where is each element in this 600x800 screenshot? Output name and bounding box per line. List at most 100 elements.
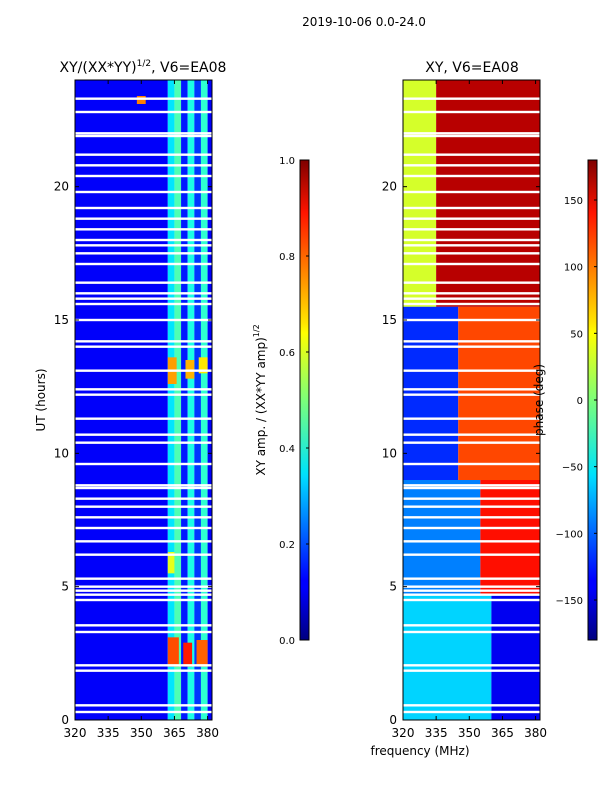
flagged-gap — [75, 132, 212, 135]
flagged-gap — [75, 505, 212, 508]
flagged-gap — [403, 669, 540, 672]
colorbar-tick-label: −50 — [562, 463, 583, 474]
colorbar-tick-label: 0.0 — [279, 636, 295, 647]
flagged-gap — [75, 484, 212, 487]
y-tick-label: 10 — [54, 446, 69, 460]
flagged-gap — [403, 153, 540, 156]
flagged-gap — [403, 486, 540, 490]
flagged-gap — [403, 417, 540, 420]
flagged-gap — [75, 97, 212, 100]
flagged-gap — [403, 132, 540, 135]
x-tick-label: 335 — [425, 726, 448, 740]
xlabel: frequency (MHz) — [370, 744, 469, 758]
amplitude-plot-frame — [74, 79, 213, 721]
flagged-gap — [403, 484, 540, 487]
amp-band — [167, 80, 175, 720]
flagged-gap — [403, 540, 540, 543]
flagged-gap — [403, 433, 540, 436]
flagged-gap — [75, 553, 212, 556]
y-tick-label: 20 — [54, 180, 69, 194]
flagged-gap — [403, 244, 540, 247]
suptitle: 2019-10-06 0.0-24.0 — [302, 15, 426, 29]
flagged-gap — [75, 244, 212, 247]
flagged-gap — [75, 153, 212, 156]
flagged-gap — [403, 252, 540, 255]
flagged-gap — [75, 281, 212, 284]
flagged-gap — [75, 297, 212, 300]
y-tick-label: 5 — [389, 580, 397, 594]
flagged-gap — [75, 134, 212, 138]
amp-hot-spot — [183, 642, 193, 667]
flagged-gap — [75, 624, 212, 627]
flagged-gap — [75, 388, 212, 391]
flagged-gap — [403, 297, 540, 300]
colorbar-tick-label: 150 — [564, 196, 583, 207]
phase-region — [458, 306, 540, 480]
flagged-gap — [403, 217, 540, 220]
amp-band — [75, 80, 168, 720]
flagged-gap — [403, 228, 540, 231]
flagged-gap — [403, 292, 540, 295]
amp-hot-spot — [167, 552, 175, 574]
flagged-gap — [75, 318, 212, 322]
flagged-gap — [403, 585, 540, 588]
flagged-gap — [403, 110, 540, 114]
flagged-gap — [403, 497, 540, 500]
flagged-gap — [403, 281, 540, 284]
flagged-gap — [403, 164, 540, 167]
flagged-gap — [75, 497, 212, 500]
flagged-gap — [75, 540, 212, 543]
colorbar-tick-label: 1.0 — [279, 156, 295, 167]
flagged-gap — [403, 664, 540, 667]
amp-band — [187, 80, 195, 720]
colorbar-tick-label: 0.6 — [279, 348, 295, 359]
amp-band — [207, 80, 212, 720]
flagged-gap — [403, 345, 540, 348]
flagged-gap — [403, 174, 540, 178]
x-tick-label: 365 — [163, 726, 186, 740]
flagged-gap — [403, 526, 540, 530]
flagged-gap — [75, 526, 212, 530]
flagged-gap — [75, 630, 212, 634]
amp-band — [174, 80, 182, 720]
flagged-gap — [403, 388, 540, 391]
phase-axes: 320 335 350 365 380 0 5 10 15 20 — [382, 80, 547, 740]
flagged-gap — [403, 589, 540, 592]
flagged-gap — [403, 340, 540, 343]
flagged-gap — [75, 486, 212, 490]
amplitude-colorbar-ticks: 0.0 0.2 0.4 0.6 0.8 1.0 — [279, 156, 309, 647]
flagged-gap — [403, 624, 540, 627]
flagged-gap — [75, 206, 212, 210]
flagged-gap — [75, 110, 212, 114]
flagged-gap — [403, 134, 540, 138]
flagged-gap — [403, 710, 540, 714]
x-tick-label: 350 — [458, 726, 481, 740]
flagged-gap — [75, 345, 212, 348]
phase-region — [403, 80, 437, 307]
y-tick-label: 10 — [382, 446, 397, 460]
flagged-gap — [75, 369, 212, 372]
colorbar-tick-label: 100 — [564, 263, 583, 274]
ylabel: UT (hours) — [34, 368, 48, 431]
flagged-gap — [75, 598, 212, 602]
amp-hot-spot — [136, 96, 146, 104]
colorbar-tick-label: 50 — [570, 329, 583, 340]
amp-hot-spot — [196, 640, 208, 667]
flagged-gap — [75, 589, 212, 592]
flagged-gap — [75, 441, 212, 444]
amplitude-panel-title: XY/(XX*YY)1/2, V6=EA08 — [60, 59, 227, 76]
flagged-gap — [403, 462, 540, 466]
flagged-gap — [403, 302, 540, 306]
flagged-gap — [75, 710, 212, 714]
flagged-gap — [75, 238, 212, 242]
x-tick-label: 320 — [392, 726, 415, 740]
flagged-gap — [403, 97, 540, 100]
x-tick-label: 365 — [491, 726, 514, 740]
flagged-gap — [75, 669, 212, 672]
flagged-gap — [403, 190, 540, 194]
amp-hot-spot — [167, 637, 179, 667]
flagged-gap — [75, 190, 212, 194]
y-tick-label: 5 — [61, 580, 69, 594]
amplitude-colorbar-label: XY amp. / (XX*YY amp)1/2 — [252, 324, 268, 475]
flagged-gap — [75, 393, 212, 396]
